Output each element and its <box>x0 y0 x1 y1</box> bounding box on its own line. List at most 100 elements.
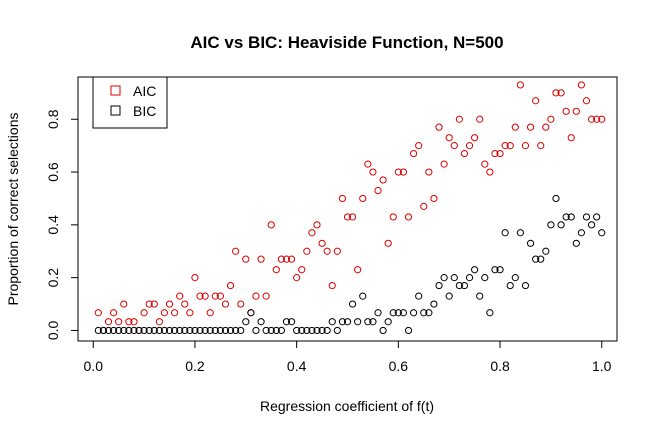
bic-point <box>171 326 179 335</box>
bic-point <box>343 318 352 326</box>
aic-point <box>491 149 499 158</box>
y-axis-label: Proportion of correct selections <box>5 113 21 306</box>
bic-point <box>410 309 418 317</box>
aic-point <box>374 186 382 195</box>
bic-point <box>465 274 474 282</box>
aic-point <box>272 266 280 274</box>
bic-point <box>399 309 408 317</box>
aic-point <box>115 318 123 326</box>
aic-point <box>471 134 479 142</box>
aic-point <box>587 115 596 123</box>
aic-point <box>460 149 469 158</box>
bic-point <box>547 221 555 229</box>
aic-point <box>562 107 570 115</box>
bic-point <box>323 326 331 335</box>
aic-point <box>404 213 413 221</box>
aic-point <box>435 123 443 131</box>
aic-point <box>145 300 153 308</box>
aic-point <box>237 300 245 308</box>
bic-point <box>374 309 382 317</box>
aic-point <box>557 89 565 97</box>
aic-point <box>338 194 347 203</box>
aic-point <box>364 160 372 168</box>
bic-point <box>206 326 214 335</box>
bic-point <box>257 318 265 326</box>
aic-point <box>221 300 230 308</box>
aic-point <box>257 255 265 263</box>
bic-point <box>221 326 230 335</box>
bic-point <box>232 326 240 335</box>
aic-point <box>109 309 118 317</box>
bic-point <box>181 326 189 335</box>
aic-point <box>521 142 530 150</box>
aic-point <box>547 115 555 123</box>
bic-point <box>155 326 163 335</box>
aic-point <box>486 168 494 176</box>
x-tick-label: 0.8 <box>490 358 510 374</box>
bic-point <box>420 309 428 317</box>
bic-point <box>120 326 128 335</box>
bic-point <box>313 326 321 335</box>
bic-point <box>99 326 108 335</box>
bic-point <box>247 309 255 317</box>
bic-point <box>364 318 372 326</box>
aic-point <box>165 300 174 308</box>
bic-point <box>532 255 540 263</box>
aic-point <box>191 274 199 282</box>
bic-point <box>125 326 133 335</box>
bic-point <box>389 309 397 317</box>
bic-point <box>526 239 535 247</box>
aic-point <box>318 239 326 247</box>
bic-point <box>272 326 280 335</box>
bic-point <box>445 292 453 300</box>
bic-point <box>237 326 245 335</box>
bic-point <box>501 229 509 237</box>
aic-point <box>582 97 591 105</box>
aic-point <box>94 309 102 317</box>
aic-point <box>206 309 214 317</box>
bic-point <box>109 326 118 335</box>
aic-point <box>501 142 509 150</box>
aic-point <box>201 292 209 300</box>
aic-point <box>455 115 463 123</box>
aic-point <box>369 168 377 176</box>
aic-point <box>476 115 484 123</box>
bic-point <box>186 326 194 335</box>
legend-box <box>92 76 168 129</box>
legend-marker-aic <box>110 85 121 96</box>
aic-point <box>160 309 169 317</box>
bic-point <box>567 213 575 221</box>
bic-point <box>415 292 423 300</box>
bic-point <box>201 326 209 335</box>
aic-point <box>196 292 204 300</box>
bic-point <box>130 326 138 335</box>
bic-point <box>115 326 123 335</box>
bic-point <box>481 274 489 282</box>
aic-point <box>262 292 270 300</box>
legend-label-aic: AIC <box>133 83 156 99</box>
aic-point <box>440 160 448 168</box>
bic-point <box>572 239 580 247</box>
aic-point <box>420 202 428 210</box>
bic-point <box>216 326 224 335</box>
aic-point <box>445 134 453 142</box>
bic-point <box>542 247 550 255</box>
aic-point <box>359 194 367 203</box>
bic-point <box>562 213 570 221</box>
bic-point <box>282 318 291 326</box>
aic-point <box>125 318 133 326</box>
aic-point <box>348 213 357 221</box>
bic-point <box>394 309 402 317</box>
bic-point <box>176 326 184 335</box>
bic-point <box>598 229 606 237</box>
aic-point <box>211 292 219 300</box>
bic-point <box>242 318 250 326</box>
bic-point <box>191 326 199 335</box>
legend-marker-bic <box>110 105 121 116</box>
bic-point <box>145 326 153 335</box>
bic-point <box>135 326 143 335</box>
bic-point <box>104 326 113 335</box>
aic-point <box>171 309 179 317</box>
bic-point <box>521 281 530 290</box>
aic-point <box>267 221 275 229</box>
